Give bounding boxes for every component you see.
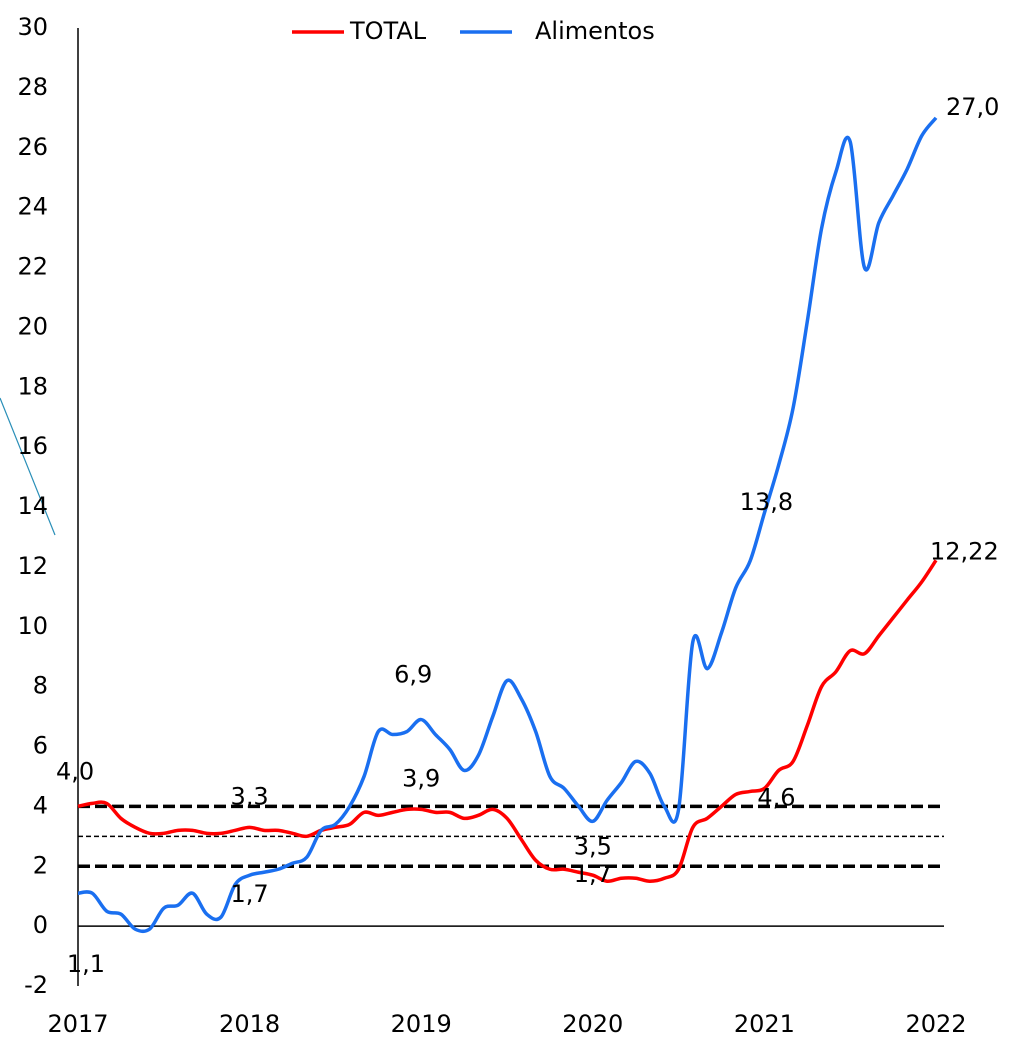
y-tick-label: 2 bbox=[33, 851, 48, 879]
x-tick-label: 2020 bbox=[562, 1010, 623, 1038]
x-tick-label: 2019 bbox=[391, 1010, 452, 1038]
data-label: 12,22 bbox=[930, 537, 999, 565]
y-tick-label: 20 bbox=[17, 312, 48, 340]
y-tick-label: 22 bbox=[17, 253, 48, 281]
y-tick-label: 0 bbox=[33, 911, 48, 939]
x-tick-label: 2017 bbox=[47, 1010, 108, 1038]
y-tick-label: 4 bbox=[33, 791, 48, 819]
data-label: 4,6 bbox=[757, 783, 795, 811]
data-label: 27,0 bbox=[946, 93, 999, 121]
y-tick-label: 18 bbox=[17, 372, 48, 400]
y-tick-label: 16 bbox=[17, 432, 48, 460]
y-tick-label: 28 bbox=[17, 73, 48, 101]
data-label: 1,7 bbox=[574, 860, 612, 888]
x-tick-label: 2021 bbox=[734, 1010, 795, 1038]
data-label: 3,3 bbox=[231, 782, 269, 810]
y-tick-label: -2 bbox=[24, 971, 48, 999]
y-tick-label: 10 bbox=[17, 612, 48, 640]
legend-label: Alimentos bbox=[535, 17, 655, 45]
data-label: 3,9 bbox=[402, 764, 440, 792]
series-line bbox=[77, 116, 938, 934]
series-line bbox=[77, 559, 938, 884]
data-label: 6,9 bbox=[394, 661, 432, 689]
y-tick-label: 6 bbox=[33, 732, 48, 760]
legend-label: TOTAL bbox=[349, 17, 427, 45]
y-tick-label: 8 bbox=[33, 672, 48, 700]
data-label: 3,5 bbox=[574, 832, 612, 860]
data-label: 4,0 bbox=[56, 757, 94, 785]
decor-line bbox=[0, 397, 56, 536]
y-tick-label: 26 bbox=[17, 133, 48, 161]
x-tick-label: 2022 bbox=[905, 1010, 966, 1038]
y-tick-label: 24 bbox=[17, 193, 48, 221]
y-tick-label: 12 bbox=[17, 552, 48, 580]
x-tick-label: 2018 bbox=[219, 1010, 280, 1038]
y-tick-label: 14 bbox=[17, 492, 48, 520]
data-label: 13,8 bbox=[740, 488, 793, 516]
data-label: 1,7 bbox=[231, 880, 269, 908]
y-tick-label: 30 bbox=[17, 13, 48, 41]
data-label: 1,1 bbox=[67, 950, 105, 978]
